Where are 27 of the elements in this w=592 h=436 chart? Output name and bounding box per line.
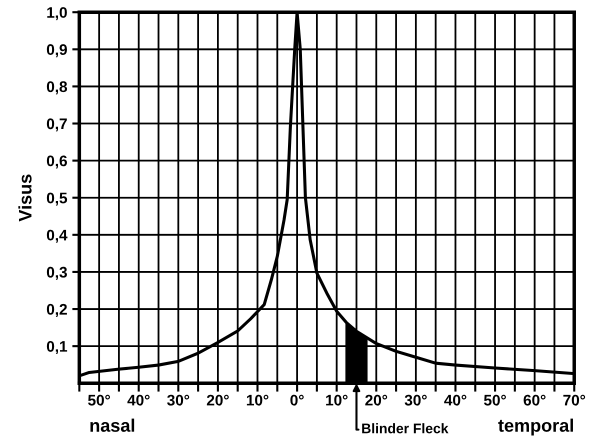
y-tick-label: 0,3 xyxy=(46,266,67,280)
x-tick-label: 40° xyxy=(444,394,466,406)
x-tick-label: 20° xyxy=(206,394,229,406)
annotation: Blinder Fleck xyxy=(362,423,448,434)
y-tick-label: 0,2 xyxy=(46,304,67,317)
x-tick-label: 30° xyxy=(404,394,427,406)
x-tick-label: 10° xyxy=(246,394,268,406)
x-tick-label: 10° xyxy=(326,394,348,406)
y-axis-title: Visus xyxy=(18,174,32,222)
x-tick-label: 50° xyxy=(88,394,110,406)
y-tick-label: 0,4 xyxy=(46,230,68,243)
text: temporal xyxy=(498,418,573,436)
y-tick-label: 0,5 xyxy=(46,192,68,206)
x-tick-label: 20° xyxy=(365,394,388,406)
y-tick-label: 0,6 xyxy=(46,155,67,169)
y-tick-label: 0,8 xyxy=(46,81,68,94)
x-tick-label: 40° xyxy=(127,394,150,406)
x-tick-label: 60° xyxy=(524,394,546,406)
text: nasal xyxy=(90,418,134,432)
x-tick-label: 30° xyxy=(167,394,190,406)
y-tick-label: 0,1 xyxy=(46,341,68,354)
y-tick-label: 0,9 xyxy=(46,44,67,58)
y-tick-label: 0,7 xyxy=(46,118,67,132)
x-tick-label: 70° xyxy=(563,394,586,406)
x-tick-label: 50° xyxy=(484,394,506,406)
y-tick-label: 1,0 xyxy=(47,7,67,20)
x-tick-label: 0° xyxy=(290,394,304,406)
